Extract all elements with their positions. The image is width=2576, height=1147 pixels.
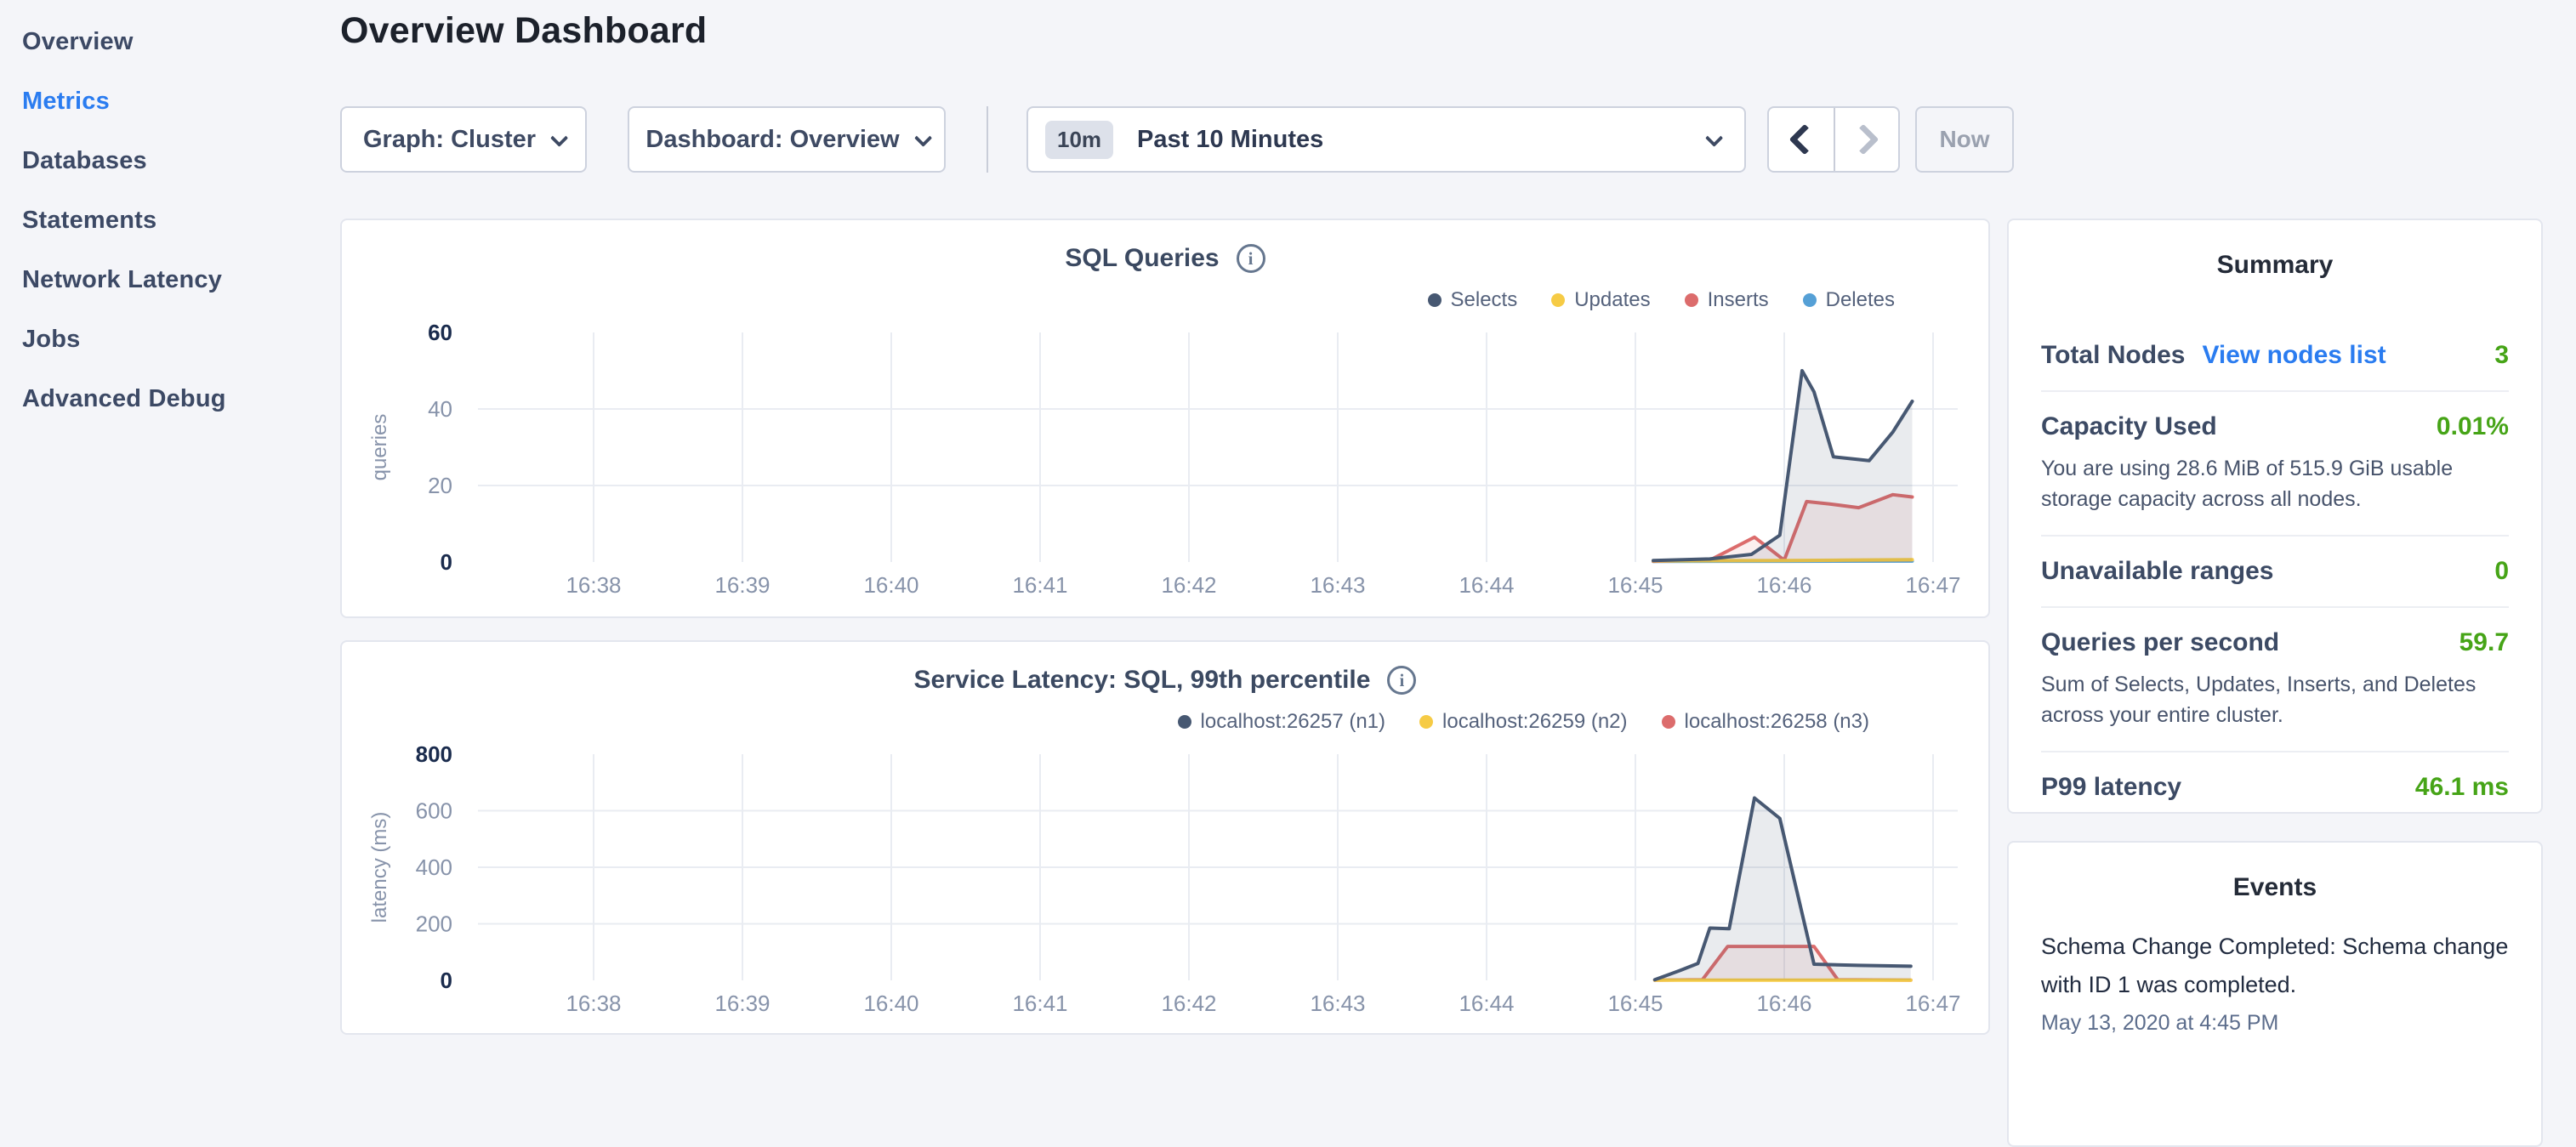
time-window-label: Past 10 Minutes: [1137, 126, 1323, 154]
x-tick-label: 16:46: [1756, 572, 1811, 598]
summary-row-label: Capacity Used: [2041, 412, 2217, 441]
summary-row: Capacity Used 0.01% You are using 28.6 MiB…: [2041, 390, 2509, 535]
sidebar-item-network-latency[interactable]: Network Latency: [0, 250, 338, 309]
sidebar-item-jobs[interactable]: Jobs: [0, 309, 338, 369]
view-nodes-list-link[interactable]: View nodes list: [2202, 341, 2386, 370]
summary-row-label: P99 latency: [2041, 773, 2181, 802]
x-tick-label: 16:41: [1012, 572, 1067, 598]
x-tick-label: 16:45: [1607, 572, 1663, 598]
summary-row-description: You are using 28.6 MiB of 515.9 GiB usab…: [2041, 453, 2509, 514]
summary-row: Queries per second 59.7 Sum of Selects, Up…: [2041, 606, 2509, 751]
y-tick-label: 200: [416, 911, 452, 937]
service-latency-chart[interactable]: 16:38 16:39 16:40 16:41 16:42 16:43 16:44 16:45…: [342, 642, 1992, 1036]
controls-divider: [987, 106, 988, 173]
x-tick-label: 16:39: [714, 572, 770, 598]
summary-row-value: 3: [2494, 341, 2509, 370]
sidebar-item-statements[interactable]: Statements: [0, 190, 338, 250]
page-title: Overview Dashboard: [340, 10, 707, 52]
summary-row-value: 0.01%: [2437, 412, 2509, 441]
y-tick-label: 40: [428, 396, 452, 422]
events-panel: Events Schema Change Completed: Schema c…: [2007, 841, 2543, 1147]
x-tick-label: 16:46: [1756, 991, 1811, 1016]
x-tick-label: 16:40: [863, 572, 918, 598]
y-axis-title: queries: [368, 414, 391, 481]
y-tick-label: 400: [416, 855, 452, 880]
sidebar-item-databases[interactable]: Databases: [0, 131, 338, 190]
x-tick-label: 16:43: [1310, 572, 1365, 598]
y-tick-label: 800: [416, 741, 452, 767]
summary-row-label: Total Nodes: [2041, 341, 2185, 370]
event-item[interactable]: Schema Change Completed: Schema change w…: [2041, 928, 2509, 1036]
summary-row: Total Nodes View nodes list 3: [2041, 321, 2509, 390]
chevron-down-icon: [1705, 128, 1723, 146]
chevron-down-icon: [550, 128, 568, 146]
summary-row: Unavailable ranges 0: [2041, 535, 2509, 606]
x-tick-label: 16:41: [1012, 991, 1067, 1016]
series-area: [1653, 371, 1913, 562]
sidebar-item-advanced-debug[interactable]: Advanced Debug: [0, 369, 338, 429]
summary-row-value: 59.7: [2459, 628, 2509, 657]
sidebar-item-overview[interactable]: Overview: [0, 12, 338, 71]
y-axis-title: latency (ms): [368, 812, 391, 923]
dashboard-dropdown[interactable]: Dashboard: Overview: [628, 106, 946, 173]
time-window-select[interactable]: 10m Past 10 Minutes: [1026, 106, 1746, 173]
y-tick-label: 600: [416, 798, 452, 824]
y-tick-label: 0: [441, 968, 452, 993]
chevron-down-icon: [914, 128, 932, 146]
sidebar-item-metrics[interactable]: Metrics: [0, 71, 338, 131]
x-tick-label: 16:42: [1161, 991, 1216, 1016]
chevron-right-icon: [1848, 124, 1879, 156]
sql-queries-chart[interactable]: 16:38 16:39 16:40 16:41 16:42 16:43 16:44 16:45…: [342, 220, 1992, 620]
y-tick-label: 20: [428, 473, 452, 498]
service-latency-card: Service Latency: SQL, 99th percentile i …: [340, 640, 1990, 1035]
summary-row-label: Queries per second: [2041, 628, 2279, 657]
time-prev-button[interactable]: [1769, 108, 1834, 171]
now-button[interactable]: Now: [1915, 106, 2014, 173]
time-window-badge: 10m: [1045, 121, 1113, 159]
event-message: Schema Change Completed: Schema change w…: [2041, 928, 2509, 1004]
x-tick-label: 16:42: [1161, 572, 1216, 598]
x-tick-label: 16:45: [1607, 991, 1663, 1016]
x-tick-label: 16:39: [714, 991, 770, 1016]
x-tick-label: 16:43: [1310, 991, 1365, 1016]
sql-queries-card: SQL Queries i SelectsUpdatesInsertsDelet…: [340, 219, 1990, 618]
event-timestamp: May 13, 2020 at 4:45 PM: [2041, 1011, 2509, 1036]
x-tick-label: 16:47: [1905, 991, 1960, 1016]
summary-title: Summary: [2041, 251, 2509, 280]
summary-row-description: Sum of Selects, Updates, Inserts, and De…: [2041, 669, 2509, 730]
graph-dropdown-label: Graph: Cluster: [363, 126, 536, 154]
summary-panel: Summary Total Nodes View nodes list 3 Capac…: [2007, 219, 2543, 814]
x-tick-label: 16:47: [1905, 572, 1960, 598]
x-tick-label: 16:38: [566, 572, 621, 598]
graph-dropdown[interactable]: Graph: Cluster: [340, 106, 587, 173]
dashboard-dropdown-label: Dashboard: Overview: [645, 126, 899, 154]
time-nav-group: [1767, 106, 1900, 173]
summary-row-label: Unavailable ranges: [2041, 557, 2273, 586]
summary-row-value: 46.1 ms: [2415, 773, 2509, 802]
x-tick-label: 16:38: [566, 991, 621, 1016]
time-next-button[interactable]: [1834, 108, 1898, 171]
y-tick-label: 60: [428, 320, 452, 345]
summary-row: P99 latency 46.1 ms: [2041, 751, 2509, 822]
sidebar: OverviewMetricsDatabasesStatementsNetwor…: [0, 12, 338, 429]
y-tick-label: 0: [441, 549, 452, 575]
x-tick-label: 16:40: [863, 991, 918, 1016]
summary-row-value: 0: [2494, 557, 2509, 586]
events-title: Events: [2041, 873, 2509, 902]
x-tick-label: 16:44: [1459, 572, 1514, 598]
chevron-left-icon: [1789, 124, 1821, 156]
x-tick-label: 16:44: [1459, 991, 1514, 1016]
